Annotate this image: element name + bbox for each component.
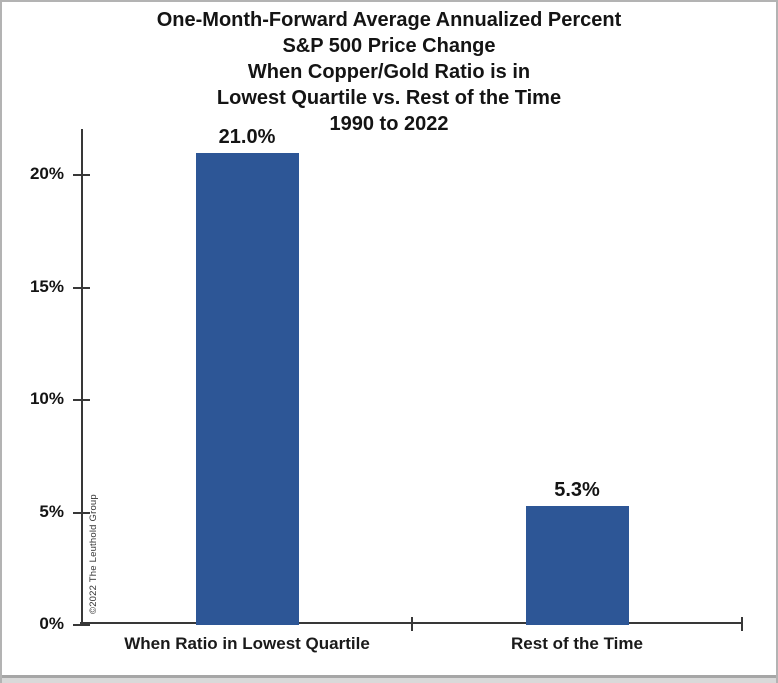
y-axis-line [81, 129, 83, 626]
bottom-border [2, 675, 776, 678]
y-tick-label: 20% [29, 164, 64, 183]
chart-title-line: Lowest Quartile vs. Rest of the Time [216, 87, 562, 109]
bottom-border-shadow [2, 678, 776, 683]
y-axis-tick [73, 624, 90, 626]
y-tick-label: 5% [39, 501, 64, 521]
copyright-watermark: ©2022 The Leuthold Group [88, 494, 99, 614]
x-category-label: Rest of the Time [511, 634, 643, 653]
x-axis-tick [741, 617, 743, 631]
y-axis-tick [73, 174, 90, 176]
y-tick-label: 0% [39, 614, 64, 633]
bar-lowest-quartile [195, 152, 299, 625]
x-axis-tick [411, 617, 413, 631]
y-tick-label: 10% [29, 389, 64, 408]
y-axis-tick [73, 511, 90, 514]
chart-title-line: S&P 500 Price Change [282, 35, 496, 57]
chart-title: One-Month-Forward Average Annualized Per… [2, 7, 776, 137]
bar-value-label: 5.3% [554, 478, 600, 501]
bar-value-label: 21.0% [218, 125, 276, 148]
chart-title-line: When Copper/Gold Ratio is in [247, 61, 531, 83]
y-tick-label: 15% [29, 276, 64, 296]
chart-title-line: 1990 to 2022 [329, 113, 449, 135]
y-axis-tick [73, 399, 90, 401]
bar-rest-of-time [525, 505, 629, 625]
x-category-label: When Ratio in Lowest Quartile [124, 634, 370, 653]
chart-title-line: One-Month-Forward Average Annualized Per… [156, 9, 622, 31]
y-axis-tick [73, 286, 90, 289]
